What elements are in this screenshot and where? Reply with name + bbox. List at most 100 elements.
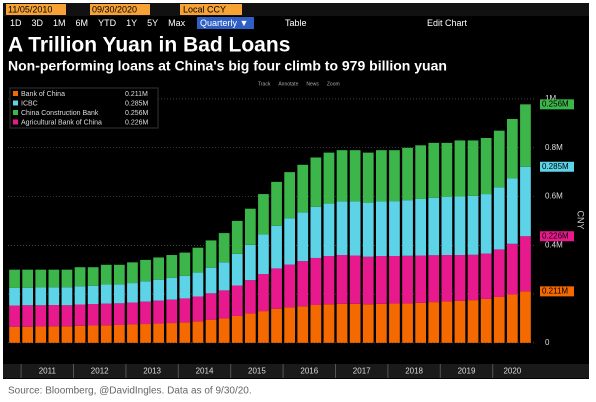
bar-segment: [61, 305, 73, 327]
x-tick-label: 2015: [248, 367, 266, 376]
bar-segment: [61, 287, 73, 306]
bar-segment: [35, 326, 47, 343]
bar-segment: [22, 326, 34, 343]
range-button[interactable]: 3D: [32, 18, 44, 28]
bar-segment: [244, 208, 256, 245]
bar-segment: [153, 323, 165, 343]
start-date[interactable]: 11/05/2010: [8, 4, 52, 14]
bar-segment: [375, 150, 387, 202]
bar-segment: [493, 296, 505, 343]
range-button[interactable]: Max: [168, 18, 186, 28]
bar-segment: [480, 298, 492, 343]
range-button[interactable]: 6M: [76, 18, 89, 28]
bar-segment: [454, 140, 466, 197]
bar-segment: [389, 303, 400, 343]
bar-segment: [140, 281, 151, 302]
bar-segment: [402, 303, 413, 343]
currency[interactable]: Local CCY: [183, 4, 226, 14]
bar-segment: [493, 249, 505, 297]
chart-tool[interactable]: Annotate: [278, 81, 298, 87]
bar-segment: [349, 201, 361, 256]
end-date[interactable]: 09/30/2020: [92, 4, 137, 14]
bar-segment: [297, 261, 309, 307]
source: Source: Bloomberg, @DavidIngles. Data as…: [8, 386, 252, 397]
bar-segment: [192, 247, 204, 273]
bar-segment: [362, 304, 374, 343]
y-tick-label: 1M: [545, 94, 556, 103]
bar-segment: [87, 267, 99, 286]
bar-segment: [362, 202, 374, 257]
bar-segment: [454, 255, 466, 301]
bar-segment: [310, 257, 322, 306]
bar-segment: [140, 301, 151, 325]
bar-segment: [284, 218, 296, 265]
bar-segment: [22, 269, 34, 288]
y-tick-label: 0.6M: [545, 192, 563, 201]
bar-segment: [205, 267, 217, 294]
legend-swatch: [13, 110, 18, 115]
edit-button[interactable]: Edit Chart: [427, 18, 468, 28]
bar-segment: [61, 269, 73, 288]
bar-segment: [467, 300, 479, 343]
bar-segment: [127, 262, 138, 284]
bar-segment: [205, 319, 217, 343]
bar-segment: [441, 301, 453, 343]
bar-segment: [493, 130, 505, 188]
bar-segment: [140, 259, 151, 282]
bar-segment: [218, 262, 230, 291]
freq-box[interactable]: [197, 17, 254, 29]
bar-segment: [349, 150, 361, 202]
bar-segment: [336, 255, 348, 304]
bar-segment: [48, 305, 60, 327]
bar-segment: [35, 269, 47, 288]
range-button[interactable]: YTD: [98, 18, 117, 28]
bar-segment: [310, 305, 322, 343]
x-tick-label: 2011: [39, 367, 57, 376]
bar-segment: [336, 303, 348, 343]
bar-segment: [323, 152, 335, 204]
date-box[interactable]: [90, 4, 150, 15]
bar-segment: [166, 277, 178, 300]
bar-segment: [271, 225, 282, 269]
x-tick-label: 2018: [405, 367, 423, 376]
range-button[interactable]: 1D: [10, 18, 22, 28]
frequency[interactable]: Quarterly ▼: [200, 18, 248, 28]
bar-segment: [127, 302, 138, 325]
legend-label: China Construction Bank: [21, 110, 99, 117]
bar-segment: [441, 196, 453, 256]
ccy-box[interactable]: [180, 4, 242, 15]
bar-segment: [271, 268, 282, 309]
date-box[interactable]: [6, 4, 66, 15]
bar-segment: [153, 300, 165, 324]
range-button[interactable]: 5Y: [147, 18, 158, 28]
bar-segment: [284, 172, 296, 219]
bar-segment: [258, 274, 269, 312]
bar-segment: [48, 326, 60, 343]
chart-tool[interactable]: Zoom: [327, 81, 340, 87]
range-button[interactable]: 1M: [53, 18, 66, 28]
bar-segment: [506, 294, 518, 343]
bar-segment: [9, 305, 20, 327]
bar-segment: [375, 303, 387, 343]
x-tick-label: 2016: [300, 367, 318, 376]
x-tick-label: 2013: [143, 367, 161, 376]
bar-segment: [87, 285, 99, 305]
bar-segment: [48, 269, 60, 288]
value-tag: [540, 286, 574, 297]
bar-segment: [35, 305, 47, 327]
table-button[interactable]: Table: [285, 18, 307, 28]
bar-segment: [520, 166, 531, 237]
range-button[interactable]: 1Y: [126, 18, 137, 28]
bar-segment: [179, 322, 191, 343]
bar-segment: [506, 243, 518, 295]
bar-segment: [415, 198, 427, 256]
chart-tool[interactable]: Track: [258, 81, 271, 87]
bar-segment: [127, 283, 138, 303]
bar-segment: [323, 304, 335, 343]
bar-segment: [415, 255, 427, 303]
value-tag: [540, 231, 574, 242]
bar-segment: [323, 256, 335, 305]
chart-tool[interactable]: News: [306, 81, 319, 87]
bar-segment: [323, 203, 335, 257]
bar-segment: [258, 311, 269, 343]
